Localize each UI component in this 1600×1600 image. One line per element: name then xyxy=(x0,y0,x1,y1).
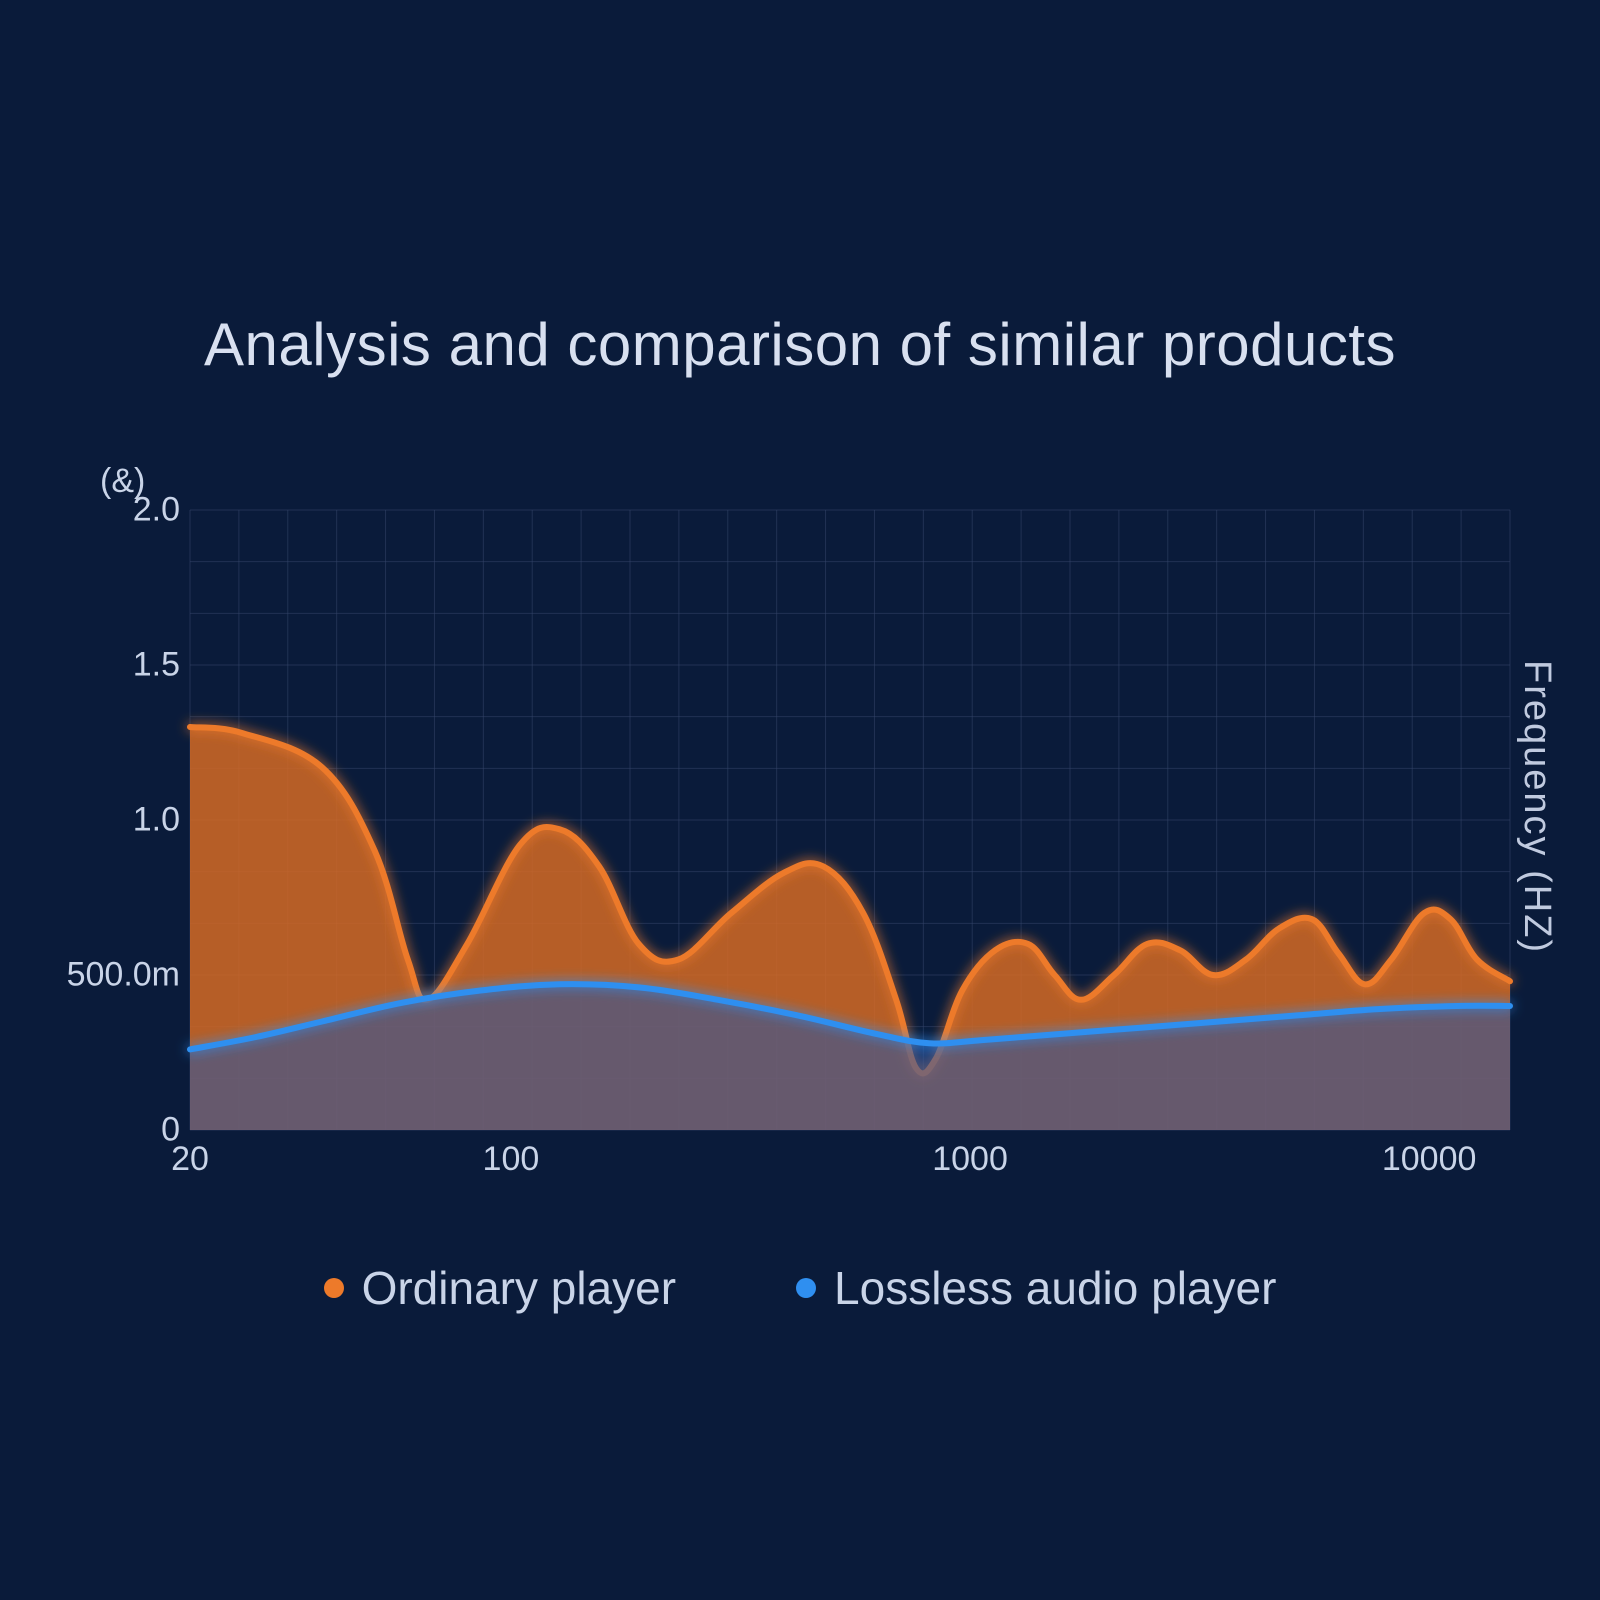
legend-label: Lossless audio player xyxy=(834,1261,1276,1315)
chart-area xyxy=(190,510,1510,1130)
x-tick-label: 20 xyxy=(171,1140,209,1179)
y-tick-label: 2.0 xyxy=(133,491,180,530)
y-tick-label: 500.0m xyxy=(67,956,180,995)
legend: Ordinary player Lossless audio player xyxy=(0,1255,1600,1315)
x-tick-label: 100 xyxy=(483,1140,540,1179)
x-tick-label: 1000 xyxy=(932,1140,1008,1179)
legend-item: Lossless audio player xyxy=(796,1261,1276,1315)
legend-label: Ordinary player xyxy=(362,1261,676,1315)
x-axis-title: Frequency (HZ) xyxy=(1515,660,1558,954)
x-tick-label: 10000 xyxy=(1382,1140,1477,1179)
legend-item: Ordinary player xyxy=(324,1261,676,1315)
y-tick-label: 1.5 xyxy=(133,646,180,685)
chart-title: Analysis and comparison of similar produ… xyxy=(0,310,1600,379)
x-axis-labels: 20100100010000 xyxy=(190,1140,1510,1190)
legend-dot-icon xyxy=(324,1278,344,1298)
chart-svg xyxy=(190,510,1510,1130)
y-tick-label: 1.0 xyxy=(133,801,180,840)
legend-dot-icon xyxy=(796,1278,816,1298)
